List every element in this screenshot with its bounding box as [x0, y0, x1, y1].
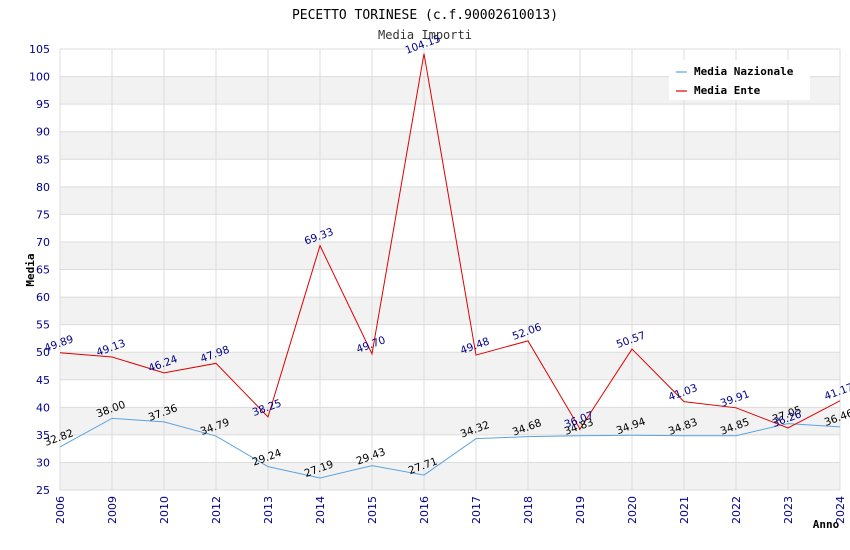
grid-band [60, 407, 840, 435]
y-tick-label: 35 [36, 429, 50, 442]
x-tick-label: 2016 [418, 496, 431, 524]
grid-lines [59, 48, 841, 491]
data-label: 39.91 [719, 388, 751, 410]
x-tick-label: 2015 [366, 496, 379, 524]
y-tick-label: 45 [36, 374, 50, 387]
x-tick-label: 2024 [834, 496, 847, 524]
grid-band [60, 297, 840, 325]
y-tick-label: 75 [36, 208, 50, 221]
data-label: 41.17 [823, 381, 850, 403]
y-tick-label: 90 [36, 126, 50, 139]
x-tick-label: 2021 [678, 496, 691, 524]
grid-band [60, 352, 840, 380]
y-tick-label: 65 [36, 264, 50, 277]
y-tick-label: 85 [36, 153, 50, 166]
x-tick-label: 2022 [730, 496, 743, 524]
y-tick-label: 60 [36, 291, 50, 304]
x-tick-label: 2012 [210, 496, 223, 524]
chart-title: PECETTO TORINESE (c.f.90002610013) [292, 8, 558, 23]
series-lines [59, 53, 841, 479]
legend-label-media-ente: Media Ente [694, 84, 761, 97]
legend-box [669, 60, 810, 100]
grid-band [60, 462, 840, 490]
y-tick-label: 40 [36, 401, 50, 414]
x-tick-label: 2009 [106, 496, 119, 524]
x-tick-label: 2006 [54, 496, 67, 524]
series-line-media-nazionale [59, 417, 841, 479]
y-tick-label: 70 [36, 236, 50, 249]
legend-label-media-nazionale: Media Nazionale [694, 65, 794, 78]
y-axis-label: Media [24, 253, 37, 286]
y-tick-label: 50 [36, 346, 50, 359]
x-tick-label: 2014 [314, 496, 327, 524]
grid-band [60, 186, 840, 215]
grid-bands [60, 76, 840, 490]
x-tick-label: 2019 [574, 496, 587, 524]
x-tick-label: 2010 [158, 496, 171, 524]
grid-band [60, 241, 840, 270]
data-label: 49.89 [43, 333, 75, 355]
x-axis-ticks: 2006 2009 2010 2012 2013 2014 2015 2016 2017 2018… [54, 496, 847, 524]
x-tick-label: 2013 [262, 496, 275, 524]
data-label: 50.57 [615, 329, 647, 351]
y-tick-label: 80 [36, 181, 50, 194]
y-tick-label: 100 [29, 71, 50, 84]
y-tick-label: 95 [36, 98, 50, 111]
y-tick-label: 55 [36, 319, 50, 332]
x-axis-label: Anno [813, 518, 840, 531]
grid-band [60, 131, 840, 160]
chart-subtitle: Media Importi [378, 28, 472, 42]
y-tick-label: 30 [36, 456, 50, 469]
y-tick-label: 25 [36, 484, 50, 497]
x-tick-label: 2023 [782, 496, 795, 524]
series-line-media-ente [59, 53, 841, 430]
y-axis-ticks: 25 30 35 40 45 50 55 60 65 70 75 80 85 90 95 100 105 [29, 43, 50, 497]
x-tick-label: 2020 [626, 496, 639, 524]
y-tick-label: 105 [29, 43, 50, 56]
x-tick-label: 2017 [470, 496, 483, 524]
x-tick-label: 2018 [522, 496, 535, 524]
legend: Media Nazionale Media Ente [669, 60, 810, 100]
